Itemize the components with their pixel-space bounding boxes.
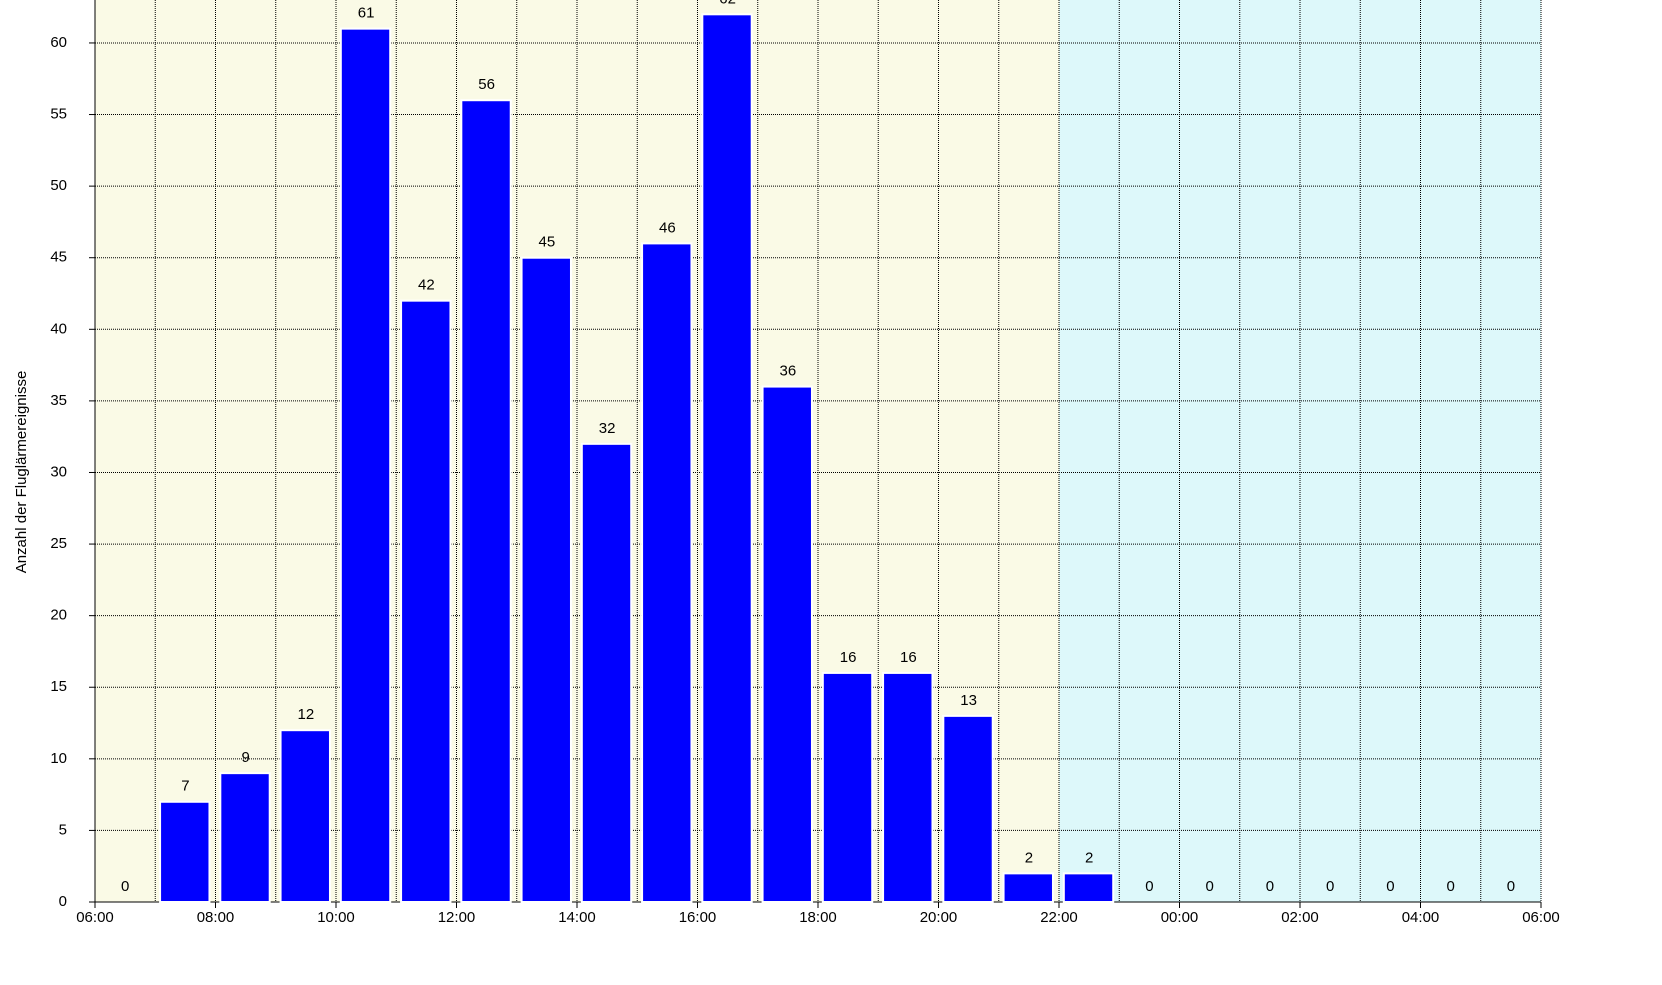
- bar: [279, 729, 331, 904]
- bar: [460, 99, 512, 903]
- bar-layer: [159, 13, 1115, 904]
- y-tick-label: 25: [50, 535, 67, 552]
- bar: [942, 714, 994, 903]
- value-label: 2: [1025, 849, 1033, 866]
- y-tick-label: 5: [59, 821, 67, 838]
- bar: [641, 242, 693, 903]
- x-tick-label: 16:00: [679, 909, 717, 926]
- value-label: 0: [1386, 878, 1394, 895]
- x-tick-label: 06:00: [1522, 909, 1560, 926]
- bar: [821, 671, 874, 904]
- x-tick-label: 20:00: [920, 909, 958, 926]
- value-label: 12: [298, 706, 315, 723]
- value-label: 45: [539, 234, 556, 251]
- y-tick-label: 50: [50, 177, 67, 194]
- y-tick-label: 35: [50, 392, 67, 409]
- bar: [159, 800, 211, 903]
- y-tick-label: 30: [50, 463, 67, 480]
- x-tick-label: 08:00: [197, 909, 235, 926]
- grid-layer: [89, 0, 1542, 908]
- value-label: 0: [1266, 878, 1274, 895]
- value-label: 0: [1446, 878, 1454, 895]
- y-tick-label: 45: [50, 249, 67, 266]
- x-tick-label: 04:00: [1402, 909, 1440, 926]
- value-label: 56: [478, 76, 495, 93]
- x-tick-label: 06:00: [76, 909, 114, 926]
- value-label: 16: [840, 649, 857, 666]
- x-tick-label: 22:00: [1040, 909, 1078, 926]
- x-tick-label: 18:00: [799, 909, 837, 926]
- value-label: 62: [719, 0, 736, 7]
- value-label: 13: [960, 692, 977, 709]
- x-tick-label: 00:00: [1161, 909, 1199, 926]
- value-label: 32: [599, 420, 616, 437]
- value-label: 42: [418, 277, 435, 294]
- bar: [339, 27, 392, 903]
- value-label: 0: [1507, 878, 1515, 895]
- x-tick-label: 14:00: [558, 909, 596, 926]
- bar: [882, 671, 934, 904]
- value-label: 61: [358, 5, 375, 22]
- bar: [1002, 872, 1054, 903]
- y-tick-label: 0: [59, 893, 67, 910]
- value-label: 0: [1326, 878, 1334, 895]
- bar: [761, 385, 813, 904]
- y-tick-label: 20: [50, 607, 67, 624]
- bar: [520, 256, 572, 903]
- value-label: 9: [241, 749, 249, 766]
- value-label: 46: [659, 219, 676, 236]
- bar: [580, 442, 633, 903]
- y-axis-label: Anzahl der Fluglärmereignisse: [13, 371, 30, 574]
- y-tick-label: 15: [50, 678, 67, 695]
- bar: [1062, 872, 1115, 903]
- y-tick-label: 10: [50, 750, 67, 767]
- value-label: 16: [900, 649, 917, 666]
- value-label: 0: [1145, 878, 1153, 895]
- bar: [701, 13, 753, 904]
- y-tick-label: 40: [50, 320, 67, 337]
- x-tick-label: 10:00: [317, 909, 355, 926]
- bar: [219, 772, 271, 904]
- y-tick-label: 55: [50, 106, 67, 123]
- x-tick-label: 12:00: [438, 909, 476, 926]
- value-label: 0: [121, 878, 129, 895]
- value-label: 2: [1085, 849, 1093, 866]
- value-label: 0: [1205, 878, 1213, 895]
- value-label: 36: [780, 363, 797, 380]
- y-tick-label: 60: [50, 34, 67, 51]
- bar: [400, 299, 452, 903]
- value-label: 7: [181, 778, 189, 795]
- x-tick-label: 02:00: [1281, 909, 1319, 926]
